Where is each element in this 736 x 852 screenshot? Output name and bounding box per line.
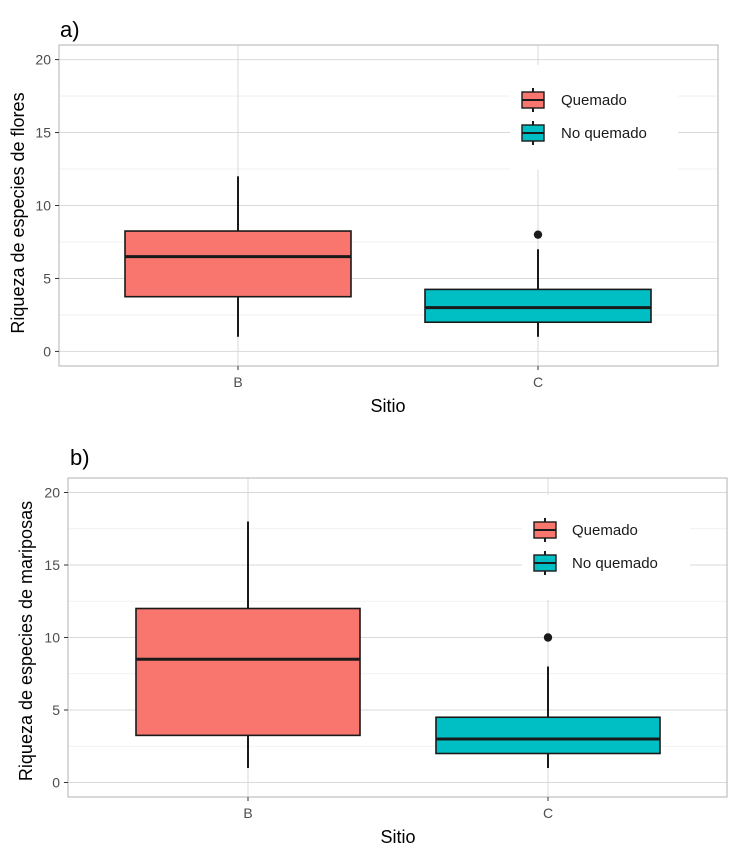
- y-tick-label: 0: [43, 343, 51, 359]
- legend-key-quemado: [521, 88, 545, 112]
- panel-label-a: a): [60, 17, 80, 42]
- legend-key-no-quemado: [521, 121, 545, 145]
- x-tick-label: B: [233, 374, 242, 390]
- y-tick-label: 15: [44, 557, 60, 573]
- box-c: [424, 230, 652, 337]
- x-axis-title-flores: Sitio: [370, 396, 405, 416]
- y-axis-title-mariposas: Riqueza de especies de mariposas: [16, 501, 36, 781]
- x-tick-label: C: [543, 805, 553, 821]
- legend-background: [510, 65, 678, 170]
- x-tick-label: B: [243, 805, 252, 821]
- legend-key-no-quemado: [533, 551, 557, 575]
- y-axis-title-flores: Riqueza de especies de flores: [8, 92, 28, 333]
- legend-label: No quemado: [561, 125, 647, 142]
- boxes-mariposas: [135, 521, 661, 768]
- box-c: [435, 633, 661, 768]
- y-ticks-mariposas: 0 5 10 15 20: [44, 485, 68, 791]
- legend-background: [522, 495, 690, 600]
- y-tick-label: 5: [43, 270, 51, 286]
- box-iqr: [124, 230, 352, 298]
- y-tick-label: 20: [35, 52, 51, 68]
- box-b: [135, 521, 361, 768]
- y-ticks-flores: 0 5 10 15 20: [35, 52, 59, 359]
- legend-mariposas: Quemado No quemado: [522, 495, 690, 600]
- x-tick-label: C: [533, 374, 543, 390]
- legend-label: Quemado: [572, 522, 638, 539]
- legend-flores: Quemado No quemado: [510, 65, 678, 170]
- x-axis-title-mariposas: Sitio: [380, 827, 415, 847]
- legend-label: Quemado: [561, 92, 627, 109]
- box-iqr: [135, 607, 361, 737]
- y-tick-label: 10: [35, 198, 51, 214]
- legend-key-quemado: [533, 518, 557, 542]
- boxes-flores: [124, 176, 652, 337]
- legend-label: No quemado: [572, 555, 658, 572]
- outlier-point: [533, 230, 543, 239]
- y-tick-label: 20: [44, 485, 60, 501]
- panel-label-b: b): [70, 445, 90, 470]
- y-tick-label: 15: [35, 125, 51, 141]
- box-iqr: [435, 716, 661, 755]
- box-b: [124, 176, 352, 337]
- y-tick-label: 5: [52, 702, 60, 718]
- y-tick-label: 10: [44, 630, 60, 646]
- y-tick-label: 0: [52, 775, 60, 791]
- box-iqr: [424, 288, 652, 324]
- outlier-point: [543, 633, 553, 642]
